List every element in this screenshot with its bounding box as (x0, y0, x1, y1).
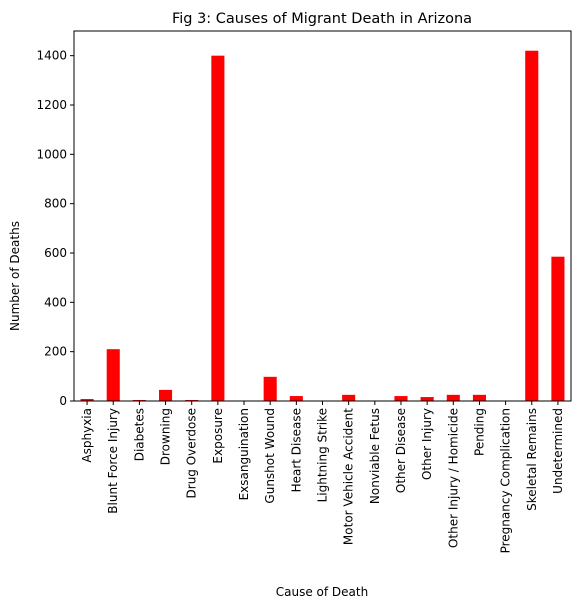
y-tick-label: 800 (44, 197, 67, 211)
bars-group (80, 50, 565, 402)
bar-asphyxia (80, 399, 94, 401)
y-tick-label: 200 (44, 345, 67, 359)
x-tick-label: Drug Overdose (185, 408, 199, 498)
x-tick-label: Nonviable Fetus (368, 408, 382, 504)
bar-drowning (159, 389, 173, 401)
x-tick-label: Pending (472, 408, 486, 456)
bar-pending (472, 394, 486, 401)
x-tick-label: Drowning (159, 408, 173, 465)
x-axis-title: Cause of Death (276, 585, 368, 599)
x-tick-label: Motor Vehicle Accident (342, 408, 356, 545)
bar-other-disease (394, 396, 408, 401)
x-tick-label: Blunt Force Injury (106, 408, 120, 514)
bar-exposure (211, 55, 225, 402)
bar-motor-vehicle-accident (342, 394, 356, 401)
x-tick-label: Exsanguination (237, 408, 251, 500)
bar-other-injury (420, 397, 434, 401)
y-tick-label: 0 (59, 394, 67, 408)
x-axis: Asphyxia Blunt Force Injury Diabetes Drowni… (80, 401, 565, 553)
x-tick-label: Skeletal Remains (525, 408, 539, 511)
y-tick-label: 400 (44, 295, 67, 309)
bar-gunshot-wound (263, 376, 277, 401)
bar-undetermined (551, 256, 565, 401)
x-tick-label: Heart Disease (289, 408, 303, 492)
x-tick-label: Undetermined (551, 408, 565, 494)
plot-frame (73, 30, 572, 402)
y-tick-label: 600 (44, 246, 67, 260)
bar-blunt-force-injury (106, 349, 120, 401)
y-tick-label: 1000 (36, 147, 67, 161)
x-tick-label: Diabetes (132, 408, 146, 461)
x-tick-label: Other Disease (394, 408, 408, 493)
x-tick-label: Pregnancy Complication (499, 408, 513, 553)
x-tick-label: Gunshot Wound (263, 408, 277, 504)
y-axis-title: Number of Deaths (8, 221, 22, 331)
bar-other-injury-homicide (446, 394, 460, 401)
bar-heart-disease (289, 396, 303, 401)
y-axis: 0 200 400 600 800 1000 1200 1400 (36, 49, 74, 408)
x-tick-label: Lightning Strike (316, 408, 330, 502)
y-tick-label: 1400 (36, 49, 67, 63)
x-tick-label: Other Injury (420, 408, 434, 480)
x-tick-label: Other Injury / Homicide (446, 408, 460, 548)
chart-title: Fig 3: Causes of Migrant Death in Arizon… (172, 11, 472, 27)
x-tick-label: Asphyxia (80, 408, 94, 463)
x-tick-label: Exposure (211, 408, 225, 464)
bar-skeletal-remains (525, 50, 539, 401)
y-tick-label: 1200 (36, 98, 67, 112)
